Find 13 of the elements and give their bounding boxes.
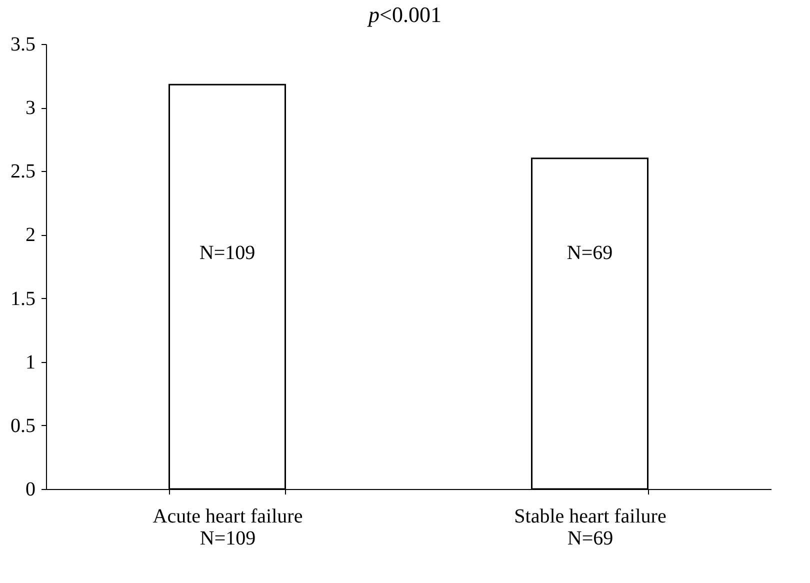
x-tick-label: Acute heart failure N=109 — [152, 506, 303, 550]
y-tick-label: 3.5 — [10, 34, 36, 56]
y-tick-label: 1.5 — [10, 288, 36, 310]
y-tick-label: 2 — [26, 224, 36, 246]
text: p<0.001 — [366, 2, 442, 28]
y-tick-label: 0.5 — [10, 414, 36, 437]
y-tick-label: 0 — [26, 478, 36, 500]
annotation: N=69 — [566, 242, 613, 264]
annotation: N=109 — [199, 242, 256, 264]
y-tick-label: 3 — [26, 97, 36, 120]
y-tick-label: 2.5 — [10, 160, 36, 183]
x-tick-label: Stable heart failure N=69 — [514, 506, 666, 550]
y-tick-label: 1 — [26, 351, 36, 374]
